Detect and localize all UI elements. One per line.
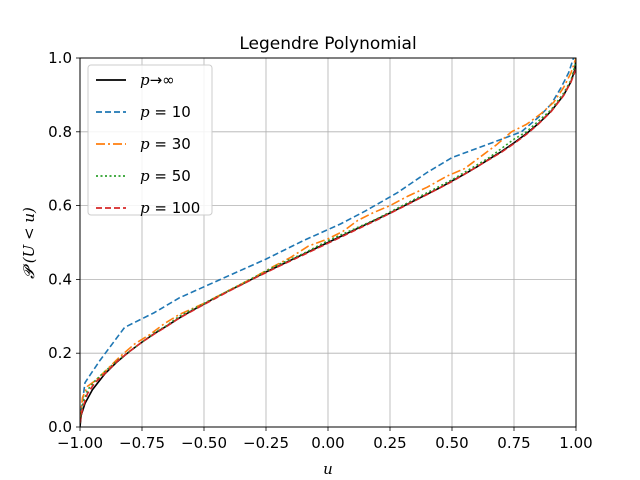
legend: p→∞ p = 10 p = 30 p = 50 p = 100 (87, 64, 213, 217)
y-tick-label: 0.0 (48, 418, 72, 436)
x-axis-ticks: −1.00 −0.75 −0.50 −0.25 0.00 0.25 0.50 0.75 1.00 (57, 427, 593, 452)
x-tick-label: −0.75 (119, 434, 165, 452)
y-tick-label: 1.0 (48, 49, 72, 67)
y-axis-ticks: 0.0 0.2 0.4 0.6 0.8 1.0 (48, 49, 80, 436)
legend-label-1: p = 10 (140, 103, 191, 121)
x-tick-label: 0.25 (373, 434, 406, 452)
x-tick-label: 0.00 (311, 434, 344, 452)
y-axis-label: 𝓟 (U < u) (20, 207, 38, 279)
y-tick-label: 0.4 (48, 270, 72, 288)
x-tick-label: 0.75 (497, 434, 530, 452)
chart-title: Legendre Polynomial (239, 34, 416, 54)
y-tick-label: 0.8 (48, 123, 72, 141)
series-line-2 (80, 58, 576, 420)
x-tick-label: −0.50 (181, 434, 227, 452)
y-tick-label: 0.6 (48, 197, 72, 215)
x-tick-label: −1.00 (57, 434, 103, 452)
x-axis-label: u (323, 460, 333, 478)
legend-label-4: p = 100 (140, 199, 200, 217)
x-tick-label: 1.00 (559, 434, 592, 452)
x-tick-label: −0.25 (243, 434, 289, 452)
legend-label-3: p = 50 (140, 167, 191, 185)
legend-box (87, 64, 213, 216)
series-layer (80, 58, 576, 427)
y-tick-label: 0.2 (48, 344, 72, 362)
x-tick-label: 0.50 (435, 434, 468, 452)
legend-label-0: p→∞ (140, 71, 175, 89)
legend-label-2: p = 30 (140, 135, 191, 153)
series-line-4 (80, 68, 576, 424)
